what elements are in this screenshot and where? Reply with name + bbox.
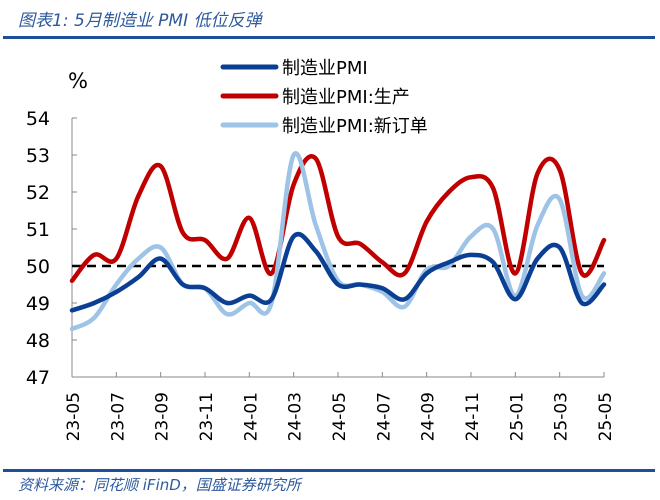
legend-label-1: 制造业PMI:生产 <box>282 87 410 108</box>
x-tick-label: 24-03 <box>286 392 306 441</box>
x-tick-label: 25-03 <box>552 392 572 441</box>
y-axis-unit: % <box>68 69 88 93</box>
y-tick-label: 51 <box>26 219 50 241</box>
x-tick-label: 24-05 <box>330 392 350 441</box>
x-tick-label: 24-11 <box>463 392 483 441</box>
x-tick-label: 25-01 <box>507 392 527 441</box>
x-tick-label: 23-05 <box>64 392 84 441</box>
chart-title: 图表1: 5月制造业 PMI 低位反弹 <box>18 11 262 31</box>
x-tick-label: 24-01 <box>241 392 261 441</box>
series-line-1 <box>69 154 607 284</box>
legend-label-2: 制造业PMI:新订单 <box>282 116 428 137</box>
legend-label-0: 制造业PMI <box>282 58 368 79</box>
y-tick-label: 52 <box>26 182 50 204</box>
top-divider <box>3 36 655 39</box>
y-tick-label: 47 <box>26 367 50 389</box>
source-note: 资料来源：同花顺 iFinD，国盛证券研究所 <box>18 476 301 494</box>
series-line-2 <box>69 151 607 332</box>
y-tick-label: 50 <box>26 256 50 278</box>
series-line-0 <box>69 231 607 313</box>
line-chart: 47 48 49 50 51 52 53 54% 23-05 23-07 23-09 23-11 24-… <box>26 58 616 441</box>
y-tick-label: 48 <box>26 330 50 352</box>
x-tick-label: 23-09 <box>153 392 173 441</box>
y-tick-label: 54 <box>26 108 50 130</box>
x-tick-label: 23-11 <box>197 392 217 441</box>
y-tick-label: 53 <box>26 145 50 167</box>
x-tick-label: 24-07 <box>374 392 394 441</box>
x-tick-label: 24-09 <box>419 392 439 441</box>
y-tick-label: 49 <box>26 293 50 315</box>
x-tick-label: 25-05 <box>596 392 616 441</box>
bottom-divider <box>3 469 655 472</box>
x-tick-label: 23-07 <box>108 392 128 441</box>
